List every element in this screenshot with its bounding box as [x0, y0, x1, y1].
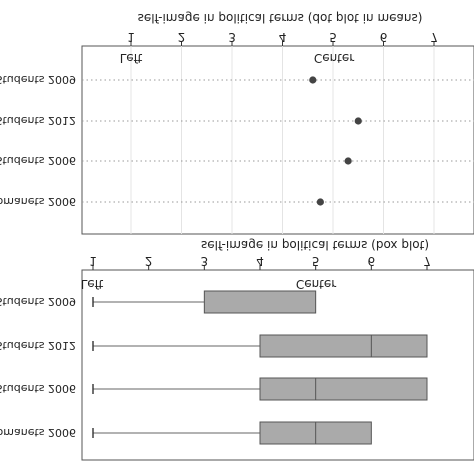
box-plot-tick-label-group: 6	[368, 254, 376, 268]
dot-plot-category-label-group: Students 2012	[0, 114, 76, 127]
box-plot-category-label: Romanets 2006	[0, 426, 76, 439]
dot-plot-mean-marker	[354, 117, 362, 125]
box-plot-center-anchor-label: Center	[296, 277, 336, 291]
dot-plot-tick-label: 3	[228, 30, 236, 44]
box-plot-title: self-image in political terms (box plot)	[201, 238, 429, 252]
box-plot-tick-label: 4	[256, 254, 264, 268]
dot-plot-category-label-group: Romanets 2006	[0, 195, 76, 208]
dot-plot-center-label-group: Center	[314, 51, 354, 65]
dot-plot-mean-marker	[316, 198, 324, 206]
dot-plot-rows: Students 2009 Students 2012 Students 2006 R…	[0, 73, 474, 208]
box-plot-tick-label: 6	[368, 254, 376, 268]
dot-plot-tick-label-group: 6	[380, 30, 388, 44]
box-plot-tick-label-group: 5	[312, 254, 320, 268]
box-plot-left-anchor-label: Left	[81, 277, 104, 291]
box-plot-category-label: Students 2006	[0, 382, 76, 395]
dot-plot-category-label: Romanets 2006	[0, 195, 76, 208]
dot-plot-tick-label: 2	[178, 30, 186, 44]
dot-plot-category-label-group: Students 2009	[0, 73, 76, 86]
box-plot-tick-label: 7	[423, 254, 431, 268]
box-plot-box	[203, 290, 317, 314]
box-plot-box	[259, 377, 428, 401]
box-plot-category-label-group: Students 2009	[0, 295, 76, 308]
dot-plot-left-anchor-label: Left	[120, 51, 143, 65]
dot-plot-tick-label-group: 7	[430, 30, 438, 44]
dot-plot-frame	[81, 45, 474, 235]
box-plot-tick-label-group: 4	[256, 254, 264, 268]
dot-plot-tick-label: 5	[329, 30, 337, 44]
dot-plot-markers	[309, 76, 362, 206]
dot-plot-tick-label-group: 5	[329, 30, 337, 44]
box-plot-boxes	[92, 290, 428, 445]
dot-plot-tick-label-group: 3	[228, 30, 236, 44]
dot-plot-tick-label-group: 2	[178, 30, 186, 44]
box-plot-category-label: Students 2009	[0, 295, 76, 308]
box-plot-category-label-group: Romanets 2006	[0, 426, 76, 439]
dot-plot-title-group: self-image in political terms (dot plot …	[138, 11, 423, 25]
box-plot-title-group: self-image in political terms (box plot)	[201, 238, 429, 252]
box-plot-tick-label-group: 1	[89, 254, 97, 268]
dot-plot-mean-marker	[309, 76, 317, 84]
box-plot-category-label-group: Students 2012	[0, 339, 76, 352]
dot-plot-mean-marker	[344, 157, 352, 165]
box-plot-tick-label-group: 2	[145, 254, 153, 268]
dot-plot-tick-label: 4	[279, 30, 287, 44]
dot-plot-tick-label: 7	[430, 30, 438, 44]
box-plot-box	[259, 334, 428, 358]
box-plot-tick-label-group: 3	[201, 254, 209, 268]
dot-plot-tick-label: 6	[380, 30, 388, 44]
dot-plot-title: self-image in political terms (dot plot …	[138, 11, 423, 25]
box-plot-tick-label: 1	[89, 254, 97, 268]
dot-plot-center-anchor-label: Center	[314, 51, 354, 65]
box-plot-rows: Students 2009 Students 2012 Students 2006 R…	[0, 295, 76, 439]
dot-plot-category-label-group: Students 2006	[0, 154, 76, 167]
box-plot-tick-label: 5	[312, 254, 320, 268]
box-plot-category-label-group: Students 2006	[0, 382, 76, 395]
box-plot-category-label: Students 2012	[0, 339, 76, 352]
box-plot-tick-label: 2	[145, 254, 153, 268]
box-plot-tick-label: 3	[201, 254, 209, 268]
box-plot-axis: 1 2 3 4 5 6 7	[89, 254, 431, 270]
dot-plot-category-label: Students 2012	[0, 114, 76, 127]
box-plot-left-label-group: Left	[81, 277, 104, 291]
box-plot-tick-label-group: 7	[423, 254, 431, 268]
dot-plot-category-label: Students 2009	[0, 73, 76, 86]
dot-plot-tick-label-group: 4	[279, 30, 287, 44]
dot-plot-tick-label: 1	[127, 30, 135, 44]
dot-plot-left-label-group: Left	[120, 51, 143, 65]
box-plot-center-label-group: Center	[296, 277, 336, 291]
dot-plot-category-label: Students 2006	[0, 154, 76, 167]
dot-plot-tick-label-group: 1	[127, 30, 135, 44]
dot-plot-gridlines	[130, 46, 435, 234]
dot-plot-axis: 1 2 3 4 5 6 7	[127, 30, 438, 46]
